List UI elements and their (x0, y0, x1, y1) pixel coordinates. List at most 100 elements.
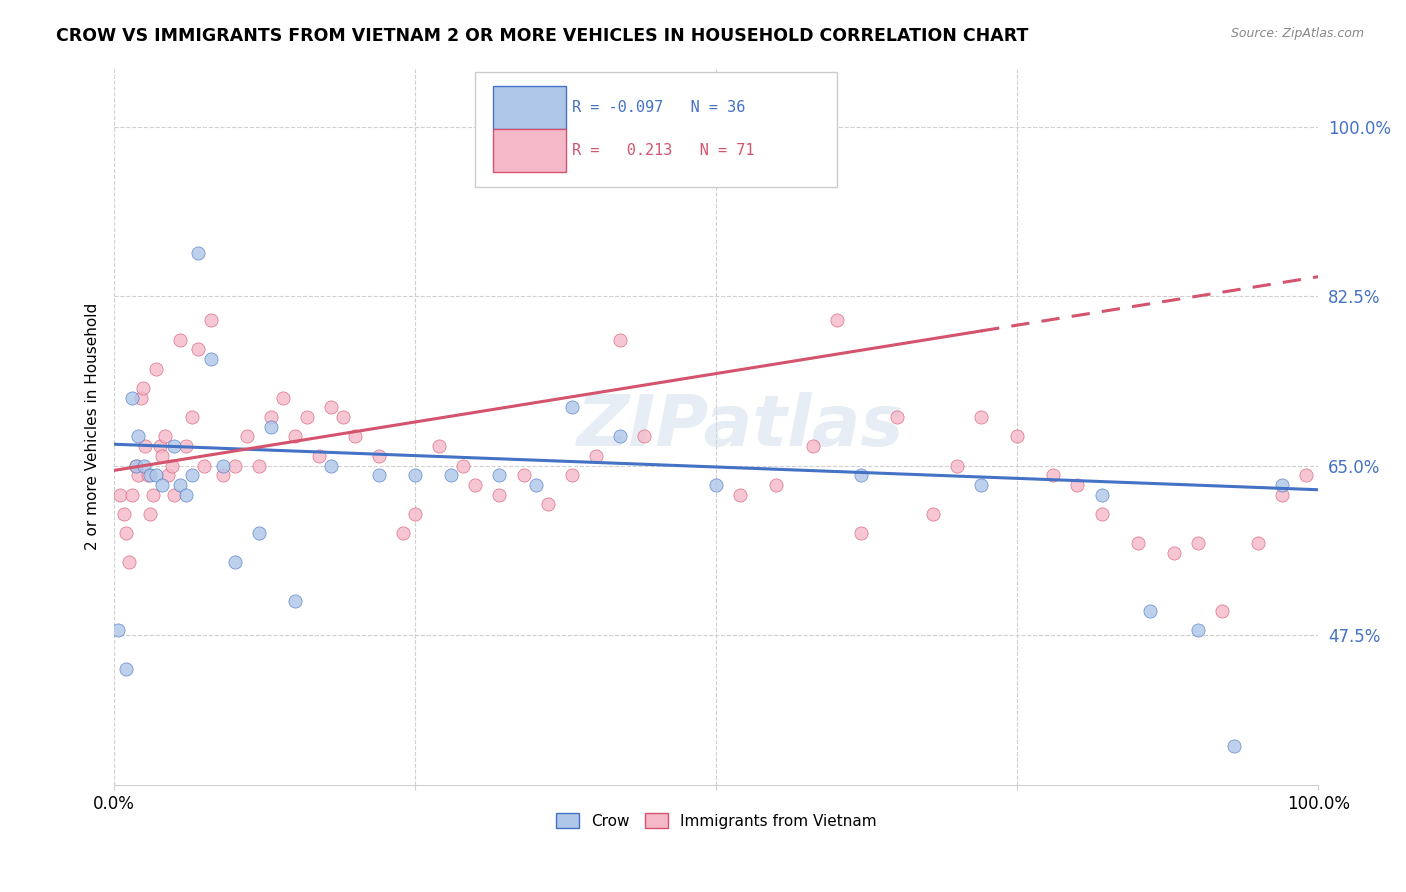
Point (163, 439, 186, 453)
FancyBboxPatch shape (494, 129, 565, 172)
Point (115, 526, 138, 541)
Point (404, 507, 426, 521)
Point (1187, 536, 1209, 550)
Point (176, 487, 198, 501)
Point (145, 361, 167, 376)
Point (1271, 487, 1294, 501)
Point (1042, 468, 1064, 483)
Point (247, 458, 270, 473)
Point (176, 439, 198, 453)
Point (488, 468, 510, 483)
Point (150, 449, 173, 463)
Point (169, 478, 191, 492)
Point (1271, 478, 1294, 492)
Point (134, 458, 156, 473)
Point (1090, 487, 1112, 501)
Point (139, 468, 162, 483)
Point (1066, 478, 1088, 492)
Point (464, 478, 486, 492)
Point (308, 449, 330, 463)
Point (512, 468, 534, 483)
Point (849, 468, 872, 483)
Point (922, 507, 945, 521)
Point (825, 313, 848, 327)
Point (319, 401, 342, 415)
Point (115, 662, 138, 676)
Point (585, 449, 607, 463)
Point (129, 391, 152, 405)
Point (117, 555, 139, 569)
Point (284, 594, 307, 608)
Point (609, 429, 631, 443)
Point (970, 478, 993, 492)
Text: CROW VS IMMIGRANTS FROM VIETNAM 2 OR MORE VEHICLES IN HOUSEHOLD CORRELATION CHAR: CROW VS IMMIGRANTS FROM VIETNAM 2 OR MOR… (56, 27, 1029, 45)
Point (121, 391, 143, 405)
Point (404, 468, 426, 483)
Text: ZIPatlas: ZIPatlas (576, 392, 904, 461)
Point (134, 439, 156, 453)
Point (1126, 536, 1149, 550)
Point (150, 478, 173, 492)
Point (730, 487, 752, 501)
Point (112, 507, 135, 521)
Point (849, 526, 872, 541)
Point (332, 410, 354, 425)
Point (149, 439, 172, 453)
Point (169, 333, 191, 347)
Point (224, 555, 246, 569)
Point (121, 487, 143, 501)
Point (886, 410, 908, 425)
Point (561, 468, 583, 483)
Point (1223, 739, 1246, 754)
Point (224, 458, 246, 473)
Point (271, 391, 294, 405)
Point (1007, 429, 1029, 443)
Point (561, 401, 583, 415)
Point (343, 429, 366, 443)
Text: R =   0.213   N = 71: R = 0.213 N = 71 (572, 144, 754, 159)
Point (127, 468, 149, 483)
Point (704, 478, 727, 492)
Point (181, 468, 204, 483)
Point (125, 458, 148, 473)
Point (160, 458, 183, 473)
Point (139, 507, 162, 521)
Point (181, 410, 204, 425)
Point (1211, 604, 1233, 618)
Point (211, 458, 233, 473)
Point (247, 526, 270, 541)
Point (368, 449, 391, 463)
Point (609, 333, 631, 347)
Point (163, 487, 186, 501)
Point (211, 468, 233, 483)
Point (260, 419, 283, 434)
Point (136, 468, 159, 483)
Point (157, 468, 180, 483)
Point (1295, 468, 1317, 483)
Point (524, 478, 547, 492)
Point (107, 623, 129, 637)
Point (145, 468, 167, 483)
Point (440, 468, 463, 483)
Point (1139, 604, 1161, 618)
Point (488, 487, 510, 501)
Point (970, 410, 993, 425)
Point (295, 410, 318, 425)
Point (153, 429, 176, 443)
Point (200, 313, 222, 327)
Point (392, 526, 415, 541)
Point (142, 487, 165, 501)
Point (200, 351, 222, 366)
Point (260, 410, 283, 425)
Point (368, 468, 391, 483)
Point (187, 343, 209, 357)
Point (765, 478, 787, 492)
Point (108, 487, 131, 501)
Point (187, 245, 209, 260)
Point (537, 497, 560, 511)
Point (125, 458, 148, 473)
Point (1187, 623, 1209, 637)
Legend: Crow, Immigrants from Vietnam: Crow, Immigrants from Vietnam (550, 806, 883, 835)
Point (1090, 507, 1112, 521)
FancyBboxPatch shape (494, 87, 565, 129)
